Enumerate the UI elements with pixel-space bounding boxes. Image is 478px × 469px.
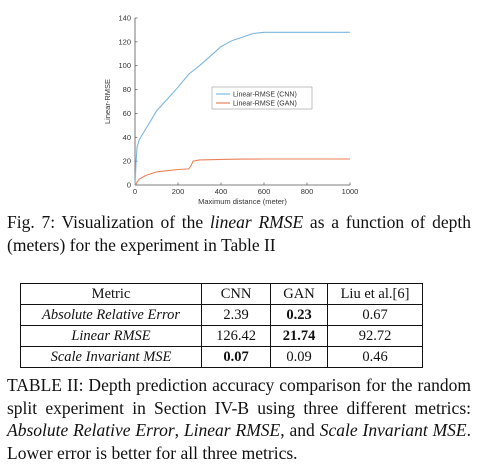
figure-caption-suffix: as a function of depth (meters) for the … (7, 212, 472, 255)
legend-label: Linear-RMSE (GAN) (233, 101, 297, 108)
table-header-row: Metric CNN GAN Liu et al.[6] (20, 283, 423, 305)
x-tick-label: 400 (215, 187, 228, 196)
cell-gan-linear-rmse: 21.74 (270, 325, 328, 347)
y-tick-label: 120 (118, 37, 131, 46)
table-row: Absolute Relative Error 2.39 0.23 0.67 (20, 304, 423, 326)
y-tick-label: 60 (123, 109, 131, 118)
table-caption-em-linear-rmse: Linear RMSE (183, 420, 281, 440)
figure-caption: Fig. 7: Visualization of the linear RMSE… (7, 211, 471, 257)
figure-caption-prefix: Fig. 7: Visualization of the (7, 212, 210, 232)
x-axis-label: Maximum distance (meter) (198, 197, 287, 206)
legend-label: Linear-RMSE (CNN) (233, 92, 297, 99)
figure-caption-emphasis: linear RMSE (209, 212, 304, 232)
cell-gan-abs-rel: 0.23 (270, 304, 328, 326)
x-tick-label: 200 (172, 187, 185, 196)
results-table: Metric CNN GAN Liu et al.[6] Absolute Re… (20, 283, 423, 368)
header-metric: Metric (20, 283, 202, 305)
cell-gan-scale-inv: 0.09 (270, 346, 328, 368)
x-tick-label: 0 (133, 187, 137, 196)
header-gan: GAN (270, 283, 328, 305)
cell-liu-linear-rmse: 92.72 (327, 325, 423, 347)
table-caption: TABLE II: Depth prediction accuracy comp… (7, 374, 471, 464)
y-tick-label: 100 (118, 61, 131, 70)
cell-liu-abs-rel: 0.67 (327, 304, 423, 326)
y-tick-label: 20 (123, 157, 131, 166)
table-caption-suffix: . Lower error is better for all three me… (7, 420, 471, 463)
cell-cnn-scale-inv: 0.07 (201, 346, 271, 368)
x-tick-label: 600 (258, 187, 271, 196)
y-tick-label: 140 (118, 14, 131, 23)
table-caption-em-abs-rel: Absolute Relative Error (7, 420, 175, 440)
series-line-gan (134, 158, 350, 186)
rmse-line-chart: 0 200 400 600 800 1000 0 20 40 60 80 100 120 140 Maxim… (100, 8, 360, 208)
table-caption-sep-1: , (174, 420, 184, 440)
y-tick-label: 40 (123, 133, 131, 142)
table-caption-prefix: TABLE II: Depth prediction accuracy comp… (7, 375, 471, 418)
table-caption-em-scale-inv: Scale Invariant MSE (319, 420, 467, 440)
table-caption-sep-2: , and (280, 420, 320, 440)
cell-cnn-abs-rel: 2.39 (201, 304, 271, 326)
cell-cnn-linear-rmse: 126.42 (201, 325, 271, 347)
x-tick-label: 1000 (342, 187, 359, 196)
table-row: Linear RMSE 126.42 21.74 92.72 (20, 325, 423, 347)
header-cnn: CNN (201, 283, 271, 305)
row-metric-scale-inv: Scale Invariant MSE (20, 346, 202, 368)
row-metric-linear-rmse: Linear RMSE (20, 325, 202, 347)
header-liu: Liu et al.[6] (327, 283, 423, 305)
y-tick-label: 80 (123, 85, 131, 94)
y-tick-label: 0 (127, 181, 131, 190)
y-axis-label: Linear-RMSE (103, 79, 112, 124)
series-line-cnn (134, 31, 350, 186)
row-metric-abs-rel: Absolute Relative Error (20, 304, 202, 326)
cell-liu-scale-inv: 0.46 (327, 346, 423, 368)
table-row: Scale Invariant MSE 0.07 0.09 0.46 (20, 346, 423, 368)
legend-box (211, 86, 313, 110)
x-tick-label: 800 (301, 187, 314, 196)
